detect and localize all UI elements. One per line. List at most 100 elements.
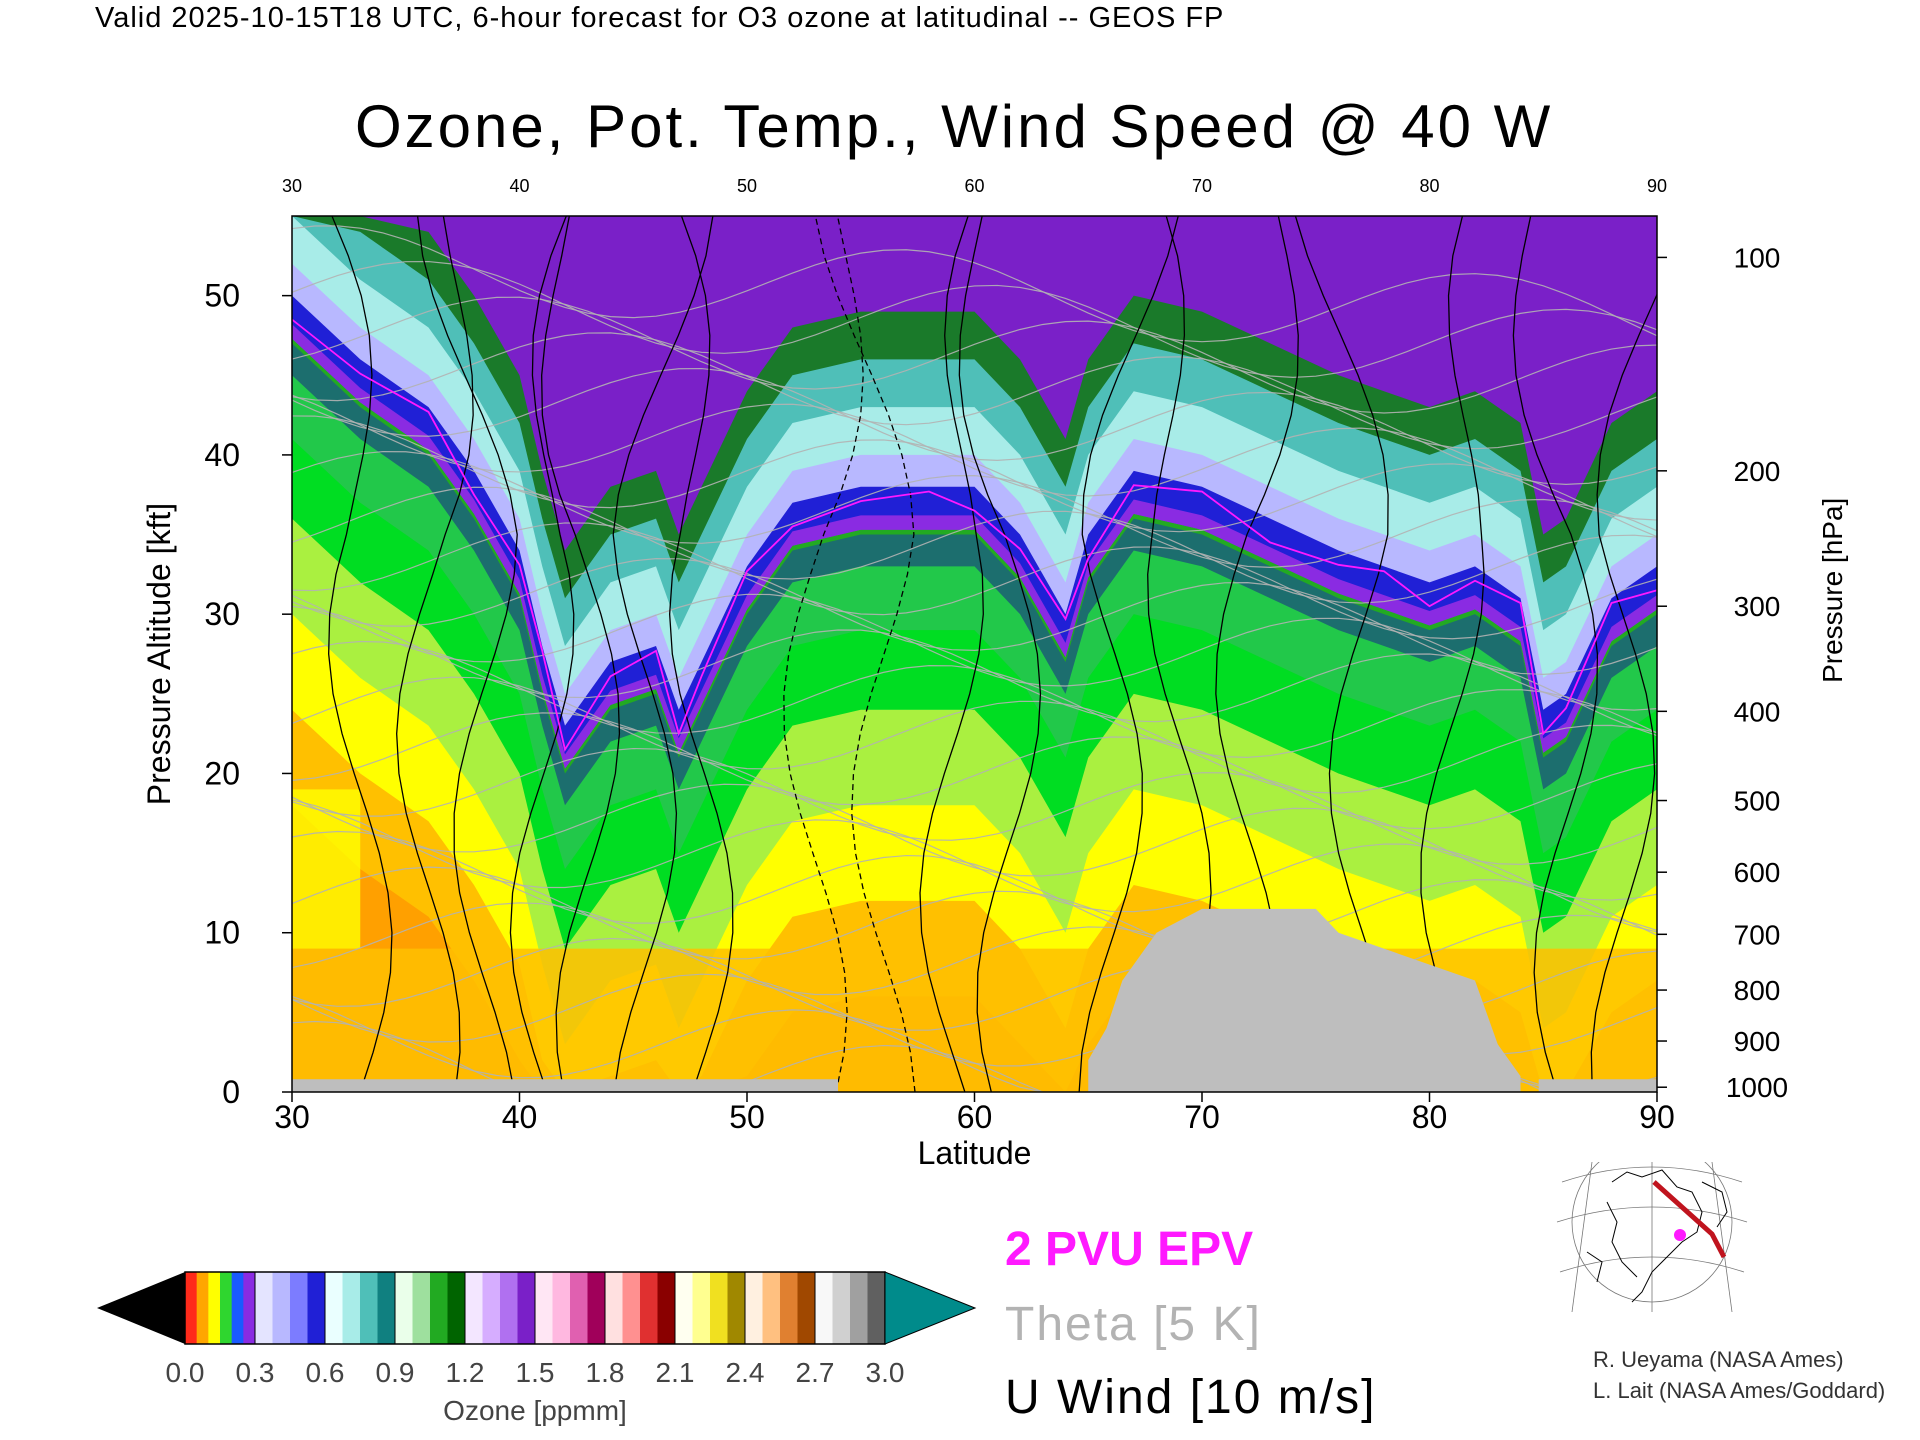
colorbar-low-arrow	[97, 1272, 185, 1344]
theta-contour	[292, 747, 1657, 866]
x-tick-label: 60	[957, 1099, 993, 1135]
location-map	[1556, 1162, 1748, 1312]
pressure-axis-label: Pressure [hPa]	[1817, 498, 1848, 683]
colorbar-tick-label: 0.6	[306, 1357, 345, 1388]
colorbar-swatch	[517, 1272, 536, 1344]
u-wind-contour	[328, 216, 393, 1092]
colorbar-swatch	[657, 1272, 676, 1344]
x-top-tick-label: 40	[509, 176, 529, 196]
axes: 30 30 40 40 50 50 60 60 70 70 80 80 90 90 Latitude 0 10 2…	[141, 176, 1848, 1171]
theta-contour	[292, 640, 1657, 758]
theta-contour	[292, 712, 1657, 830]
colorbar-swatch	[412, 1272, 431, 1344]
colorbar-high-arrow	[884, 1271, 977, 1345]
colorbar-swatch	[307, 1272, 326, 1344]
u-wind-contour	[814, 216, 916, 1092]
colorbar-tick-label: 2.7	[796, 1357, 835, 1388]
colorbar-tick-label: 2.4	[726, 1357, 765, 1388]
colorbar-swatch	[325, 1272, 343, 1344]
epv-contour	[292, 318, 1657, 752]
colorbar-swatch	[692, 1272, 711, 1344]
colorbar-swatch	[196, 1272, 209, 1344]
header-title: Valid 2025-10-15T18 UTC, 6-hour forecast…	[95, 2, 1225, 34]
colorbar-swatch	[208, 1272, 221, 1344]
colorbar-swatch	[395, 1272, 413, 1344]
y-tick-label: 30	[204, 596, 240, 632]
colorbar-swatch	[587, 1272, 606, 1344]
colorbar-swatch	[290, 1272, 308, 1344]
theta-contour	[292, 415, 1657, 538]
colorbar-swatch	[243, 1272, 256, 1344]
theta-contour	[292, 676, 1657, 794]
u-wind-contour	[1420, 216, 1485, 1092]
colorbar-tick-label: 1.2	[446, 1357, 485, 1388]
colorbar-swatch	[220, 1272, 233, 1344]
colorbar-tick-label: 2.1	[656, 1357, 695, 1388]
pressure-tick-label: 200	[1734, 456, 1781, 487]
pressure-tick-label: 600	[1734, 857, 1781, 888]
u-wind-contour	[1590, 292, 1657, 1092]
theta-contour	[292, 260, 1657, 378]
x-tick-label: 70	[1184, 1099, 1220, 1135]
x-axis-label: Latitude	[918, 1135, 1032, 1171]
colorbar-swatch	[867, 1272, 886, 1344]
colorbar-swatch	[360, 1272, 378, 1344]
colorbar-swatch	[832, 1272, 851, 1344]
theta-contour	[292, 225, 1657, 343]
colorbar-swatch	[745, 1272, 763, 1344]
pressure-tick-label: 500	[1734, 786, 1781, 817]
colorbar-tick-label: 1.8	[586, 1357, 625, 1388]
colorbar-swatch	[797, 1272, 816, 1344]
x-tick-label: 50	[729, 1099, 765, 1135]
theta-contour	[292, 296, 1657, 414]
x-tick-label: 90	[1639, 1099, 1675, 1135]
u-wind-contour	[1078, 216, 1179, 1092]
x-top-tick-label: 50	[737, 176, 757, 196]
theta-contour	[292, 332, 1657, 450]
y-tick-label: 40	[204, 437, 240, 473]
y-tick-label: 20	[204, 755, 240, 791]
colorbar-swatch	[570, 1272, 588, 1344]
colorbar-swatch	[815, 1272, 833, 1344]
x-tick-label: 80	[1412, 1099, 1448, 1135]
theta-contour	[292, 783, 1657, 901]
colorbar-swatch	[640, 1272, 658, 1344]
credit-line-1: R. Ueyama (NASA Ames)	[1593, 1347, 1844, 1372]
theta-contour	[292, 605, 1657, 737]
credit-line-2: L. Lait (NASA Ames/Goddard)	[1593, 1378, 1886, 1403]
chart-title: Ozone, Pot. Temp., Wind Speed @ 40 W	[355, 93, 1554, 160]
u-wind-contour	[541, 216, 621, 1092]
colorbar-tick-label: 1.5	[516, 1357, 555, 1388]
colorbar-swatch	[447, 1272, 466, 1344]
colorbar-swatch	[727, 1272, 746, 1344]
terrain-mask	[292, 1079, 838, 1092]
colorbar-swatch	[710, 1272, 728, 1344]
colorbar-swatch	[762, 1272, 781, 1344]
legend-epv: 2 PVU EPV	[1005, 1223, 1254, 1276]
colorbar-swatch	[231, 1272, 244, 1344]
pressure-tick-label: 300	[1734, 591, 1781, 622]
u-wind-contour	[958, 216, 1042, 1092]
colorbar-swatch	[675, 1272, 693, 1344]
theta-contour	[292, 558, 1657, 676]
u-wind-contour	[509, 216, 575, 1092]
terrain-mask	[1088, 908, 1521, 1092]
u-wind-contour	[919, 216, 984, 1092]
pressure-tick-label: 900	[1734, 1026, 1781, 1057]
u-wind-contour	[396, 216, 474, 1092]
colorbar-swatch	[552, 1272, 571, 1344]
x-tick-label: 40	[502, 1099, 538, 1135]
pressure-tick-label: 100	[1734, 242, 1781, 273]
pressure-tick-label: 400	[1734, 696, 1781, 727]
y-tick-label: 50	[204, 278, 240, 314]
colorbar-swatch	[430, 1272, 448, 1344]
colorbar-swatch	[535, 1272, 553, 1344]
colorbar-tick-label: 0.0	[166, 1357, 205, 1388]
colorbar-swatch	[255, 1272, 273, 1344]
legend-theta: Theta [5 K]	[1005, 1298, 1262, 1351]
colorbar: 0.0 0.3 0.6 0.9 1.2 1.5 1.8 2.1 2.4 2.7 3.0 Ozone […	[97, 1271, 977, 1426]
colorbar-swatch	[377, 1272, 396, 1344]
colorbar-tick-label: 0.9	[376, 1357, 415, 1388]
theta-contour	[292, 450, 1657, 568]
